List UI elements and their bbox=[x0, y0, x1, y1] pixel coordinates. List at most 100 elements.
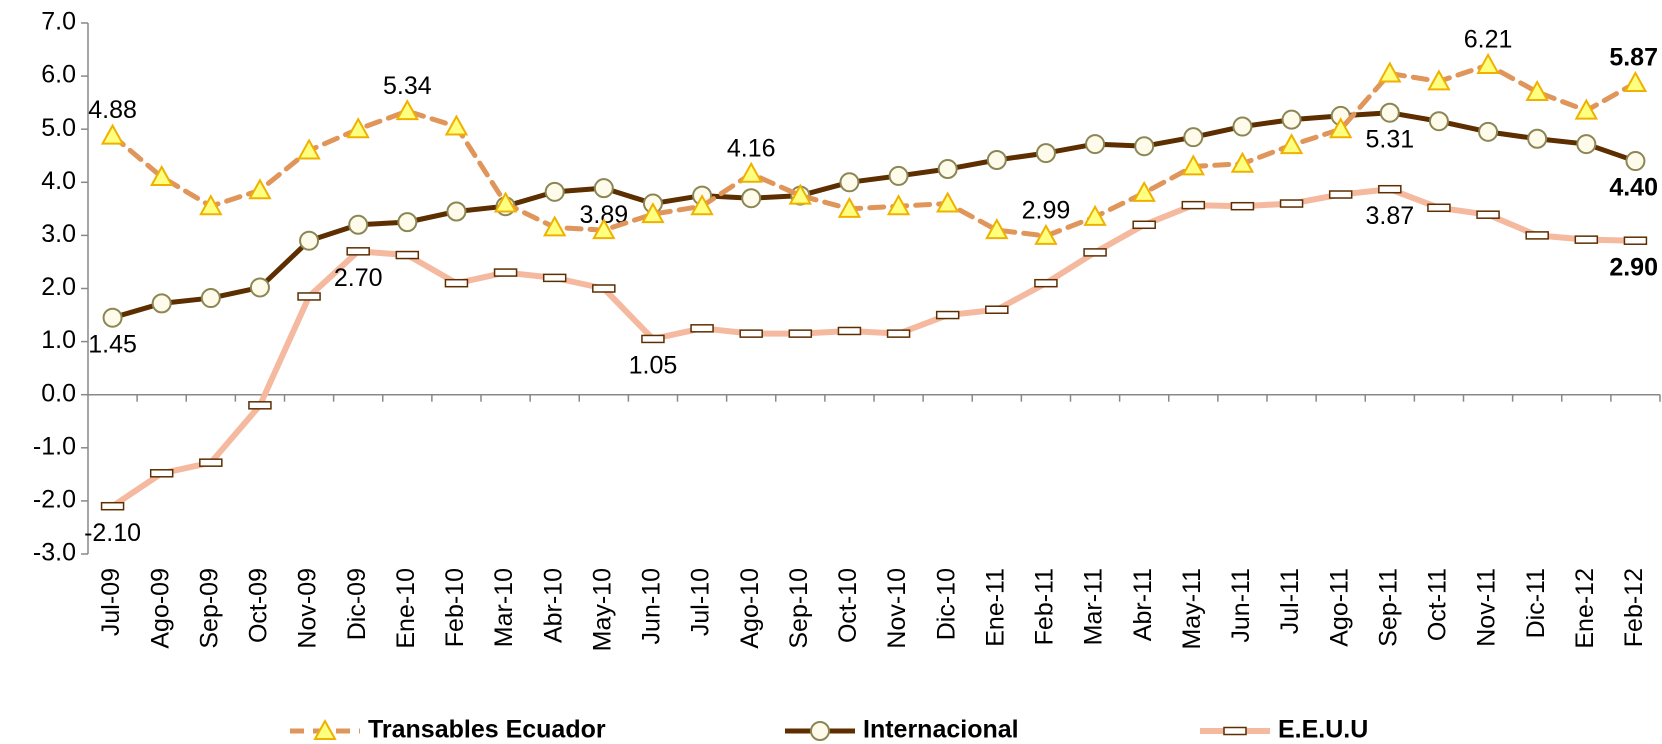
marker bbox=[102, 307, 123, 328]
y-tick-label: 4.0 bbox=[41, 167, 76, 195]
marker bbox=[1034, 223, 1058, 245]
x-tick-label: Nov-11 bbox=[1473, 568, 1501, 647]
marker bbox=[1378, 184, 1402, 194]
x-tick-label: Jul-11 bbox=[1276, 568, 1304, 634]
marker bbox=[739, 161, 763, 183]
x-tick-label: Dic-09 bbox=[343, 568, 371, 640]
marker bbox=[1232, 116, 1253, 137]
data-label: 1.05 bbox=[629, 352, 678, 380]
marker bbox=[1525, 231, 1549, 240]
marker bbox=[346, 247, 370, 256]
x-tick-label: Oct-11 bbox=[1424, 568, 1452, 641]
marker bbox=[1181, 200, 1206, 210]
marker bbox=[544, 181, 565, 202]
marker bbox=[1279, 133, 1304, 155]
data-label: 6.21 bbox=[1464, 26, 1513, 54]
marker bbox=[1328, 117, 1353, 139]
data-label: 5.87 bbox=[1609, 44, 1658, 72]
y-tick-label: 5.0 bbox=[41, 114, 76, 142]
marker bbox=[1132, 220, 1156, 230]
marker bbox=[1427, 203, 1451, 213]
marker bbox=[1427, 69, 1451, 91]
marker bbox=[788, 183, 813, 205]
marker bbox=[1476, 52, 1500, 74]
y-tick-label: 1.0 bbox=[41, 326, 76, 354]
x-tick-label: Jul-10 bbox=[687, 568, 715, 636]
x-tick-label: Ago-10 bbox=[736, 568, 764, 649]
legend: Transables Ecuador Internacional E.E.U.U bbox=[290, 716, 1368, 744]
marker bbox=[1527, 128, 1548, 149]
marker bbox=[1328, 190, 1353, 199]
x-tick-label: Dic-11 bbox=[1522, 568, 1550, 638]
x-tick-label: Ago-11 bbox=[1325, 568, 1353, 647]
data-label: 5.31 bbox=[1365, 125, 1414, 153]
x-tick-label: Jul-09 bbox=[97, 568, 125, 636]
x-tick-label: Dic-10 bbox=[932, 568, 960, 640]
marker bbox=[592, 218, 616, 240]
marker bbox=[592, 284, 616, 293]
marker bbox=[937, 159, 958, 180]
legend-label: Transables Ecuador bbox=[368, 716, 606, 744]
marker bbox=[1230, 201, 1255, 211]
marker bbox=[788, 329, 813, 338]
data-label: -2.10 bbox=[84, 519, 141, 547]
marker bbox=[739, 329, 763, 338]
x-tick-label: Ene-12 bbox=[1571, 568, 1599, 649]
marker bbox=[1183, 127, 1204, 148]
x-tick-label: May-10 bbox=[588, 568, 616, 651]
x-tick-label: Oct-10 bbox=[834, 568, 862, 643]
marker bbox=[985, 218, 1009, 240]
marker bbox=[313, 718, 337, 740]
marker bbox=[886, 194, 911, 216]
x-tick-label: Ene-11 bbox=[981, 568, 1009, 647]
marker bbox=[1132, 180, 1156, 202]
data-label: 4.40 bbox=[1609, 174, 1658, 202]
marker bbox=[149, 164, 174, 186]
marker bbox=[395, 99, 420, 121]
marker bbox=[935, 310, 960, 320]
marker bbox=[1476, 210, 1500, 219]
series: 1.453.895.314.40 bbox=[88, 102, 1658, 358]
x-tick-label: Nov-09 bbox=[294, 568, 322, 649]
x-tick-label: Sep-10 bbox=[785, 568, 813, 649]
marker bbox=[542, 215, 567, 237]
marker bbox=[1379, 102, 1400, 123]
marker bbox=[151, 293, 172, 314]
marker bbox=[1428, 111, 1449, 132]
y-tick-label: 6.0 bbox=[41, 61, 76, 89]
marker bbox=[1034, 278, 1058, 288]
x-tick-label: Sep-09 bbox=[195, 568, 223, 649]
data-label: 2.70 bbox=[334, 264, 383, 292]
marker bbox=[1223, 726, 1247, 736]
x-tick-label: Mar-11 bbox=[1080, 568, 1108, 645]
marker bbox=[1574, 235, 1599, 244]
y-tick-label: 3.0 bbox=[41, 220, 76, 248]
x-tick-label: Ene-10 bbox=[392, 568, 420, 649]
marker bbox=[1574, 98, 1599, 120]
data-label: 2.99 bbox=[1022, 197, 1071, 225]
data-label: 1.45 bbox=[88, 330, 137, 358]
marker bbox=[641, 202, 665, 224]
x-tick-label: Ago-09 bbox=[146, 568, 174, 649]
y-tick-label: -3.0 bbox=[33, 539, 76, 567]
x-tick-label: Abr-10 bbox=[539, 568, 567, 643]
marker bbox=[985, 305, 1009, 314]
series: -2.10 2.70 1.05 3.87 2.90 bbox=[84, 184, 1658, 547]
marker bbox=[1035, 143, 1056, 164]
marker bbox=[346, 117, 370, 139]
x-tick-label: Mar-10 bbox=[490, 568, 518, 647]
marker bbox=[297, 292, 321, 301]
marker bbox=[248, 178, 272, 200]
marker bbox=[446, 201, 467, 222]
y-tick-label: 7.0 bbox=[41, 8, 76, 36]
marker bbox=[1083, 204, 1107, 226]
marker bbox=[100, 501, 125, 511]
data-label: 2.90 bbox=[1609, 253, 1658, 281]
marker bbox=[542, 273, 567, 283]
marker bbox=[690, 194, 714, 216]
data-label: 4.16 bbox=[727, 134, 776, 162]
line bbox=[109, 186, 1639, 510]
marker bbox=[810, 721, 830, 741]
marker bbox=[395, 250, 420, 260]
marker bbox=[935, 191, 960, 213]
